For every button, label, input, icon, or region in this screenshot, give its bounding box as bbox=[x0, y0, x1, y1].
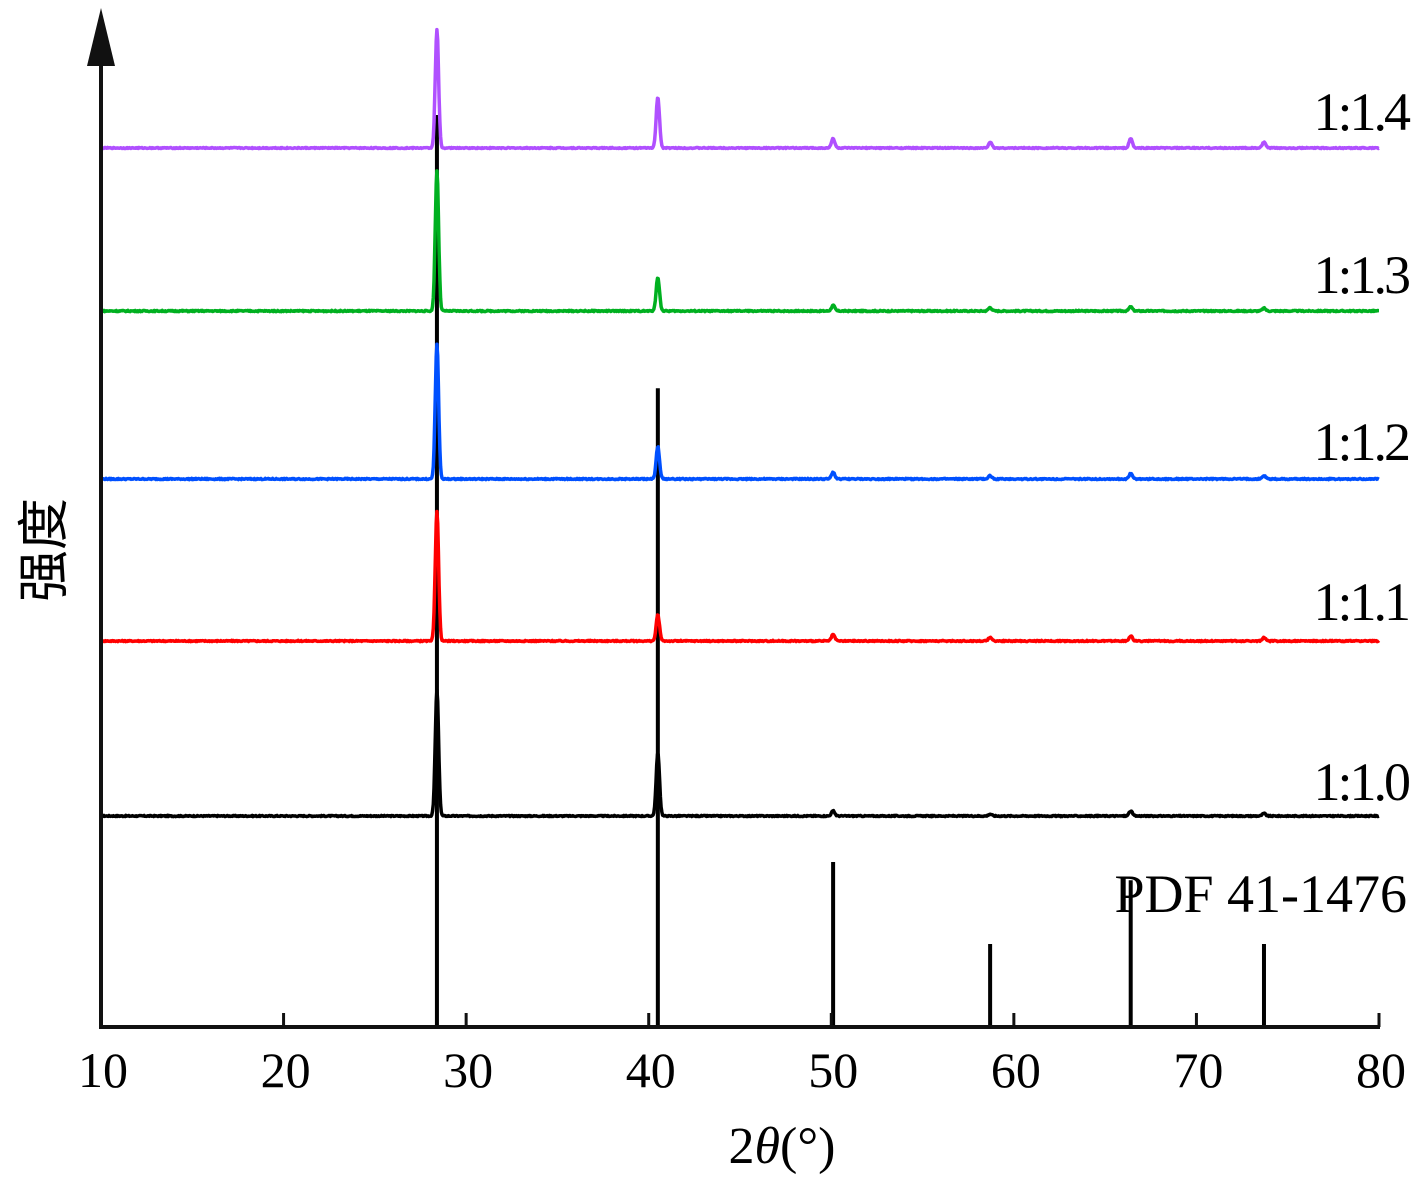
series-trace bbox=[99, 27, 1381, 151]
series-labels: 1:1.0 1:1.1 1:1.2 1:1.3 1:1.4 bbox=[1313, 82, 1414, 812]
series-label: 1:1.0 bbox=[1313, 752, 1409, 812]
series-trace bbox=[99, 342, 1381, 482]
x-axis-title: 2θ(°) bbox=[729, 1118, 836, 1175]
series-label: 1:1.4 bbox=[1313, 82, 1411, 142]
y-axis-title: 强度 bbox=[17, 498, 74, 602]
series-trace bbox=[99, 169, 1381, 314]
x-tick-label: 60 bbox=[991, 1042, 1041, 1098]
x-tick-label: 20 bbox=[261, 1042, 311, 1098]
series-traces bbox=[99, 27, 1381, 819]
x-tick-label: 70 bbox=[1173, 1042, 1223, 1098]
reference-pattern bbox=[434, 115, 1266, 1026]
series-label: 1:1.2 bbox=[1313, 412, 1409, 472]
y-axis-arrow bbox=[87, 8, 115, 66]
x-tick-label: 50 bbox=[808, 1042, 858, 1098]
reference-label: PDF 41-1476 bbox=[1114, 864, 1407, 924]
x-tick-label: 80 bbox=[1356, 1042, 1406, 1098]
x-tick-label: 30 bbox=[443, 1042, 493, 1098]
series-label: 1:1.3 bbox=[1313, 245, 1409, 305]
x-tick-label: 10 bbox=[78, 1042, 128, 1098]
x-axis-ticks bbox=[99, 1013, 1381, 1027]
x-tick-label: 40 bbox=[626, 1042, 676, 1098]
series-label: 1:1.1 bbox=[1313, 572, 1408, 632]
x-axis-tick-labels: 10 20 30 40 50 60 70 80 bbox=[78, 1042, 1406, 1098]
series-trace bbox=[99, 509, 1381, 644]
series-trace bbox=[99, 687, 1381, 819]
